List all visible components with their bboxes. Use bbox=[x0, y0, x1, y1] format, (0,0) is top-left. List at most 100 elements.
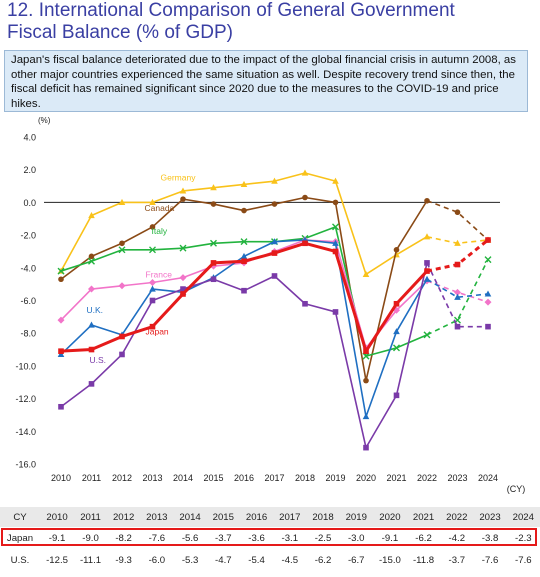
point-italy bbox=[118, 246, 126, 254]
chart-title: 12. International Comparison of General … bbox=[7, 0, 535, 44]
point-germany bbox=[210, 184, 217, 191]
point-france bbox=[149, 279, 156, 287]
point-germany bbox=[88, 211, 95, 219]
table-header-year: 2024 bbox=[506, 507, 540, 527]
point-canada bbox=[363, 377, 369, 384]
table-cell: -3.1 bbox=[281, 532, 299, 544]
point-canada bbox=[149, 224, 156, 230]
table-cell: -4.7 bbox=[215, 554, 232, 566]
point-canada bbox=[180, 196, 186, 202]
point-germany bbox=[149, 198, 156, 205]
table-header-year: 2023 bbox=[473, 507, 507, 527]
series-forecast-uk bbox=[426, 278, 489, 299]
title-line-1: 12. International Comparison of General … bbox=[7, 0, 455, 21]
point-france bbox=[454, 288, 461, 296]
table-cell: -9.1 bbox=[381, 532, 399, 544]
y-tick-label: 2.0 bbox=[23, 165, 36, 175]
x-tick-label: 2016 bbox=[234, 473, 254, 483]
series-label-us: U.S. bbox=[90, 355, 107, 365]
point-canada bbox=[271, 201, 278, 207]
point-france bbox=[484, 298, 492, 306]
y-tick-label: -14.0 bbox=[15, 427, 36, 437]
table-header-year: 2019 bbox=[339, 507, 373, 527]
table-row-label: Japan bbox=[6, 532, 34, 544]
y-tick-label: -12.0 bbox=[15, 394, 36, 404]
point-us bbox=[180, 286, 186, 292]
table-cell: -11.1 bbox=[79, 554, 102, 566]
series-forecast-italy bbox=[426, 259, 489, 336]
series-label-france: France bbox=[146, 270, 173, 280]
point-japan bbox=[210, 260, 217, 266]
series-forecast-us bbox=[426, 262, 488, 328]
point-italy bbox=[332, 223, 339, 231]
table-cell: -3.0 bbox=[347, 532, 365, 544]
table-header-year: 2011 bbox=[74, 507, 107, 527]
point-canada bbox=[241, 207, 247, 214]
table-header-year: 2020 bbox=[372, 507, 407, 527]
point-germany bbox=[423, 233, 431, 240]
y-tick-label: -2.0 bbox=[20, 231, 36, 241]
table-header-year: 2014 bbox=[173, 507, 207, 527]
x-tick-label: 2010 bbox=[51, 473, 71, 483]
y-tick-label: -8.0 bbox=[20, 329, 36, 339]
point-us bbox=[424, 260, 430, 266]
point-uk bbox=[332, 239, 339, 246]
point-us bbox=[149, 297, 156, 304]
y-tick-label: -16.0 bbox=[15, 460, 36, 470]
series-label-uk: U.K. bbox=[87, 305, 104, 315]
point-italy bbox=[88, 257, 95, 265]
point-italy bbox=[179, 244, 187, 252]
point-france bbox=[57, 316, 65, 324]
point-uk bbox=[57, 350, 65, 358]
table-cell: -11.8 bbox=[412, 554, 435, 566]
point-italy bbox=[393, 344, 400, 352]
table-header-year: 2013 bbox=[140, 507, 174, 527]
point-japan bbox=[149, 323, 156, 330]
table-cell: -7.6 bbox=[481, 554, 499, 566]
point-germany bbox=[118, 198, 126, 205]
japan-row-highlight bbox=[1, 528, 537, 546]
point-france bbox=[118, 282, 126, 290]
point-canada bbox=[210, 201, 217, 207]
table-header-row: CY 2010 2011 2012 2013 2014 2015 2016 2017 2018 20… bbox=[0, 507, 540, 527]
point-japan bbox=[302, 240, 308, 247]
point-us bbox=[393, 392, 400, 399]
series-label-germany: Germany bbox=[161, 172, 197, 182]
point-japan bbox=[119, 333, 125, 340]
point-canada bbox=[454, 209, 461, 216]
x-tick-label: 2021 bbox=[386, 473, 406, 483]
point-italy bbox=[423, 331, 431, 339]
point-italy bbox=[484, 256, 492, 264]
data-table: CY 2010 2011 2012 2013 2014 2015 2016 2017 2018 20… bbox=[0, 507, 540, 571]
x-tick-label: 2011 bbox=[82, 473, 101, 483]
table-row-label: U.S. bbox=[10, 554, 30, 566]
point-us bbox=[241, 287, 247, 294]
point-italy bbox=[240, 238, 248, 246]
table-header-year: 2012 bbox=[107, 507, 141, 527]
table-cell: -3.8 bbox=[481, 532, 499, 544]
table-cell: -9.0 bbox=[82, 532, 99, 544]
x-tick-label: 2019 bbox=[325, 473, 345, 483]
point-italy bbox=[57, 267, 65, 275]
table-cell: -12.5 bbox=[46, 554, 68, 566]
point-germany bbox=[179, 187, 187, 194]
point-france bbox=[179, 274, 187, 282]
table-header-year: 2021 bbox=[406, 507, 441, 527]
point-germany bbox=[240, 180, 248, 188]
point-germany bbox=[454, 239, 461, 246]
table-cell: -3.7 bbox=[448, 554, 466, 566]
point-us bbox=[271, 273, 278, 279]
point-germany bbox=[271, 177, 278, 184]
table-cell: -5.4 bbox=[248, 554, 265, 566]
point-us bbox=[485, 323, 491, 330]
table-cell: -6.2 bbox=[415, 532, 432, 544]
x-tick-label: 2013 bbox=[142, 473, 162, 483]
point-japan bbox=[454, 261, 461, 268]
y-tick-label: 4.0 bbox=[23, 133, 36, 143]
x-tick-label: 2022 bbox=[417, 473, 437, 483]
table-cell: -5.6 bbox=[181, 532, 199, 544]
series-line-uk bbox=[60, 239, 428, 418]
table-header-year: 2016 bbox=[239, 507, 274, 527]
point-us bbox=[210, 276, 217, 283]
point-us bbox=[454, 323, 461, 330]
